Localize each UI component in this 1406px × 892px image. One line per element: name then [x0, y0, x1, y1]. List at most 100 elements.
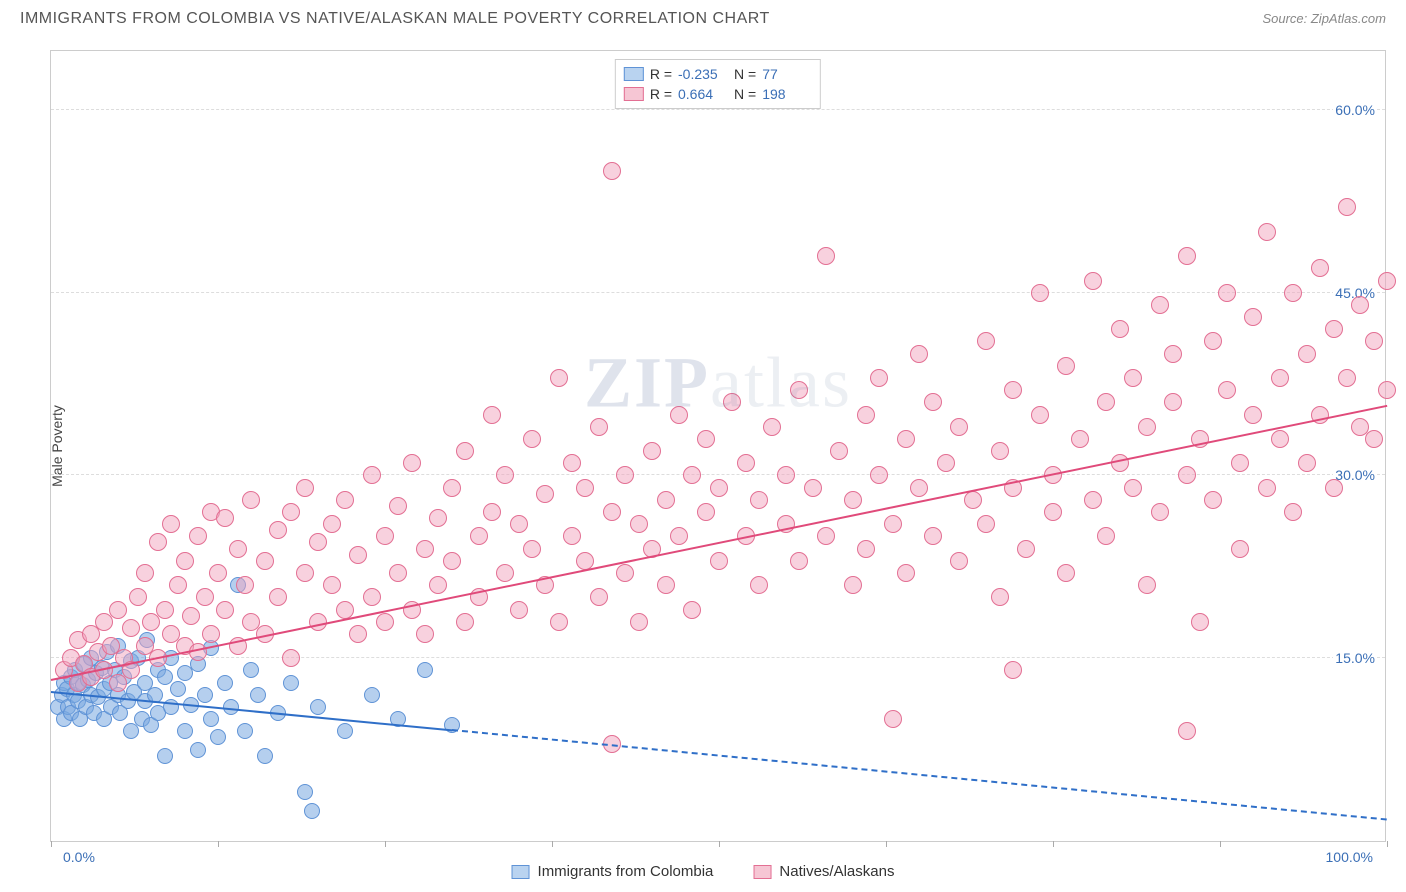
- data-point: [323, 515, 341, 533]
- data-point: [282, 649, 300, 667]
- data-point: [203, 711, 219, 727]
- data-point: [376, 613, 394, 631]
- data-point: [1351, 296, 1369, 314]
- data-point: [844, 491, 862, 509]
- legend-item: Immigrants from Colombia: [512, 863, 714, 880]
- data-point: [563, 527, 581, 545]
- data-point: [1365, 332, 1383, 350]
- data-point: [1191, 613, 1209, 631]
- data-point: [237, 723, 253, 739]
- data-point: [937, 454, 955, 472]
- data-point: [269, 521, 287, 539]
- data-point: [162, 515, 180, 533]
- data-point: [149, 533, 167, 551]
- data-point: [1325, 479, 1343, 497]
- data-point: [950, 552, 968, 570]
- data-point: [1231, 454, 1249, 472]
- data-point: [196, 588, 214, 606]
- data-point: [1031, 284, 1049, 302]
- data-point: [169, 576, 187, 594]
- x-tick: [1220, 841, 1221, 847]
- data-point: [1138, 418, 1156, 436]
- data-point: [977, 332, 995, 350]
- data-point: [1284, 284, 1302, 302]
- data-point: [189, 527, 207, 545]
- data-point: [296, 564, 314, 582]
- data-point: [603, 503, 621, 521]
- data-point: [209, 564, 227, 582]
- legend-item: Natives/Alaskans: [753, 863, 894, 880]
- data-point: [304, 803, 320, 819]
- data-point: [1004, 661, 1022, 679]
- data-point: [657, 491, 675, 509]
- data-point: [496, 466, 514, 484]
- data-point: [1084, 491, 1102, 509]
- data-point: [1111, 320, 1129, 338]
- data-point: [243, 662, 259, 678]
- data-point: [1151, 503, 1169, 521]
- data-point: [1258, 223, 1276, 241]
- x-tick: [719, 841, 720, 847]
- data-point: [157, 669, 173, 685]
- data-point: [924, 393, 942, 411]
- data-point: [1284, 503, 1302, 521]
- data-point: [590, 588, 608, 606]
- data-point: [670, 527, 688, 545]
- legend-label: Immigrants from Colombia: [538, 863, 714, 880]
- data-point: [417, 662, 433, 678]
- data-point: [804, 479, 822, 497]
- data-point: [683, 601, 701, 619]
- x-tick: [552, 841, 553, 847]
- x-axis-max-label: 100.0%: [1326, 849, 1373, 865]
- data-point: [763, 418, 781, 436]
- data-point: [364, 687, 380, 703]
- legend: Immigrants from Colombia Natives/Alaskans: [512, 863, 895, 880]
- data-point: [790, 552, 808, 570]
- data-point: [616, 466, 634, 484]
- stats-n-label: N =: [734, 86, 756, 102]
- data-point: [657, 576, 675, 594]
- data-point: [1298, 345, 1316, 363]
- data-point: [884, 515, 902, 533]
- data-point: [830, 442, 848, 460]
- trend-line: [51, 404, 1387, 680]
- data-point: [1271, 430, 1289, 448]
- data-point: [1151, 296, 1169, 314]
- data-point: [1244, 406, 1262, 424]
- data-point: [991, 588, 1009, 606]
- data-point: [1071, 430, 1089, 448]
- data-point: [1057, 564, 1075, 582]
- data-point: [630, 613, 648, 631]
- legend-swatch: [753, 865, 771, 879]
- data-point: [1365, 430, 1383, 448]
- stats-swatch: [624, 87, 644, 101]
- data-point: [389, 497, 407, 515]
- data-point: [429, 576, 447, 594]
- stats-n-value: 198: [762, 86, 812, 102]
- data-point: [177, 723, 193, 739]
- data-point: [1031, 406, 1049, 424]
- data-point: [550, 369, 568, 387]
- data-point: [496, 564, 514, 582]
- data-point: [1111, 454, 1129, 472]
- data-point: [363, 466, 381, 484]
- data-point: [336, 601, 354, 619]
- data-point: [337, 723, 353, 739]
- data-point: [129, 588, 147, 606]
- data-point: [884, 710, 902, 728]
- data-point: [870, 466, 888, 484]
- stats-row: R =-0.235N =77: [624, 64, 812, 84]
- data-point: [924, 527, 942, 545]
- data-point: [1271, 369, 1289, 387]
- stats-r-value: -0.235: [678, 66, 728, 82]
- data-point: [1017, 540, 1035, 558]
- stats-r-value: 0.664: [678, 86, 728, 102]
- data-point: [697, 430, 715, 448]
- data-point: [697, 503, 715, 521]
- data-point: [257, 748, 273, 764]
- data-point: [216, 601, 234, 619]
- stats-r-label: R =: [650, 66, 672, 82]
- data-point: [550, 613, 568, 631]
- data-point: [1138, 576, 1156, 594]
- gridline: [51, 109, 1385, 110]
